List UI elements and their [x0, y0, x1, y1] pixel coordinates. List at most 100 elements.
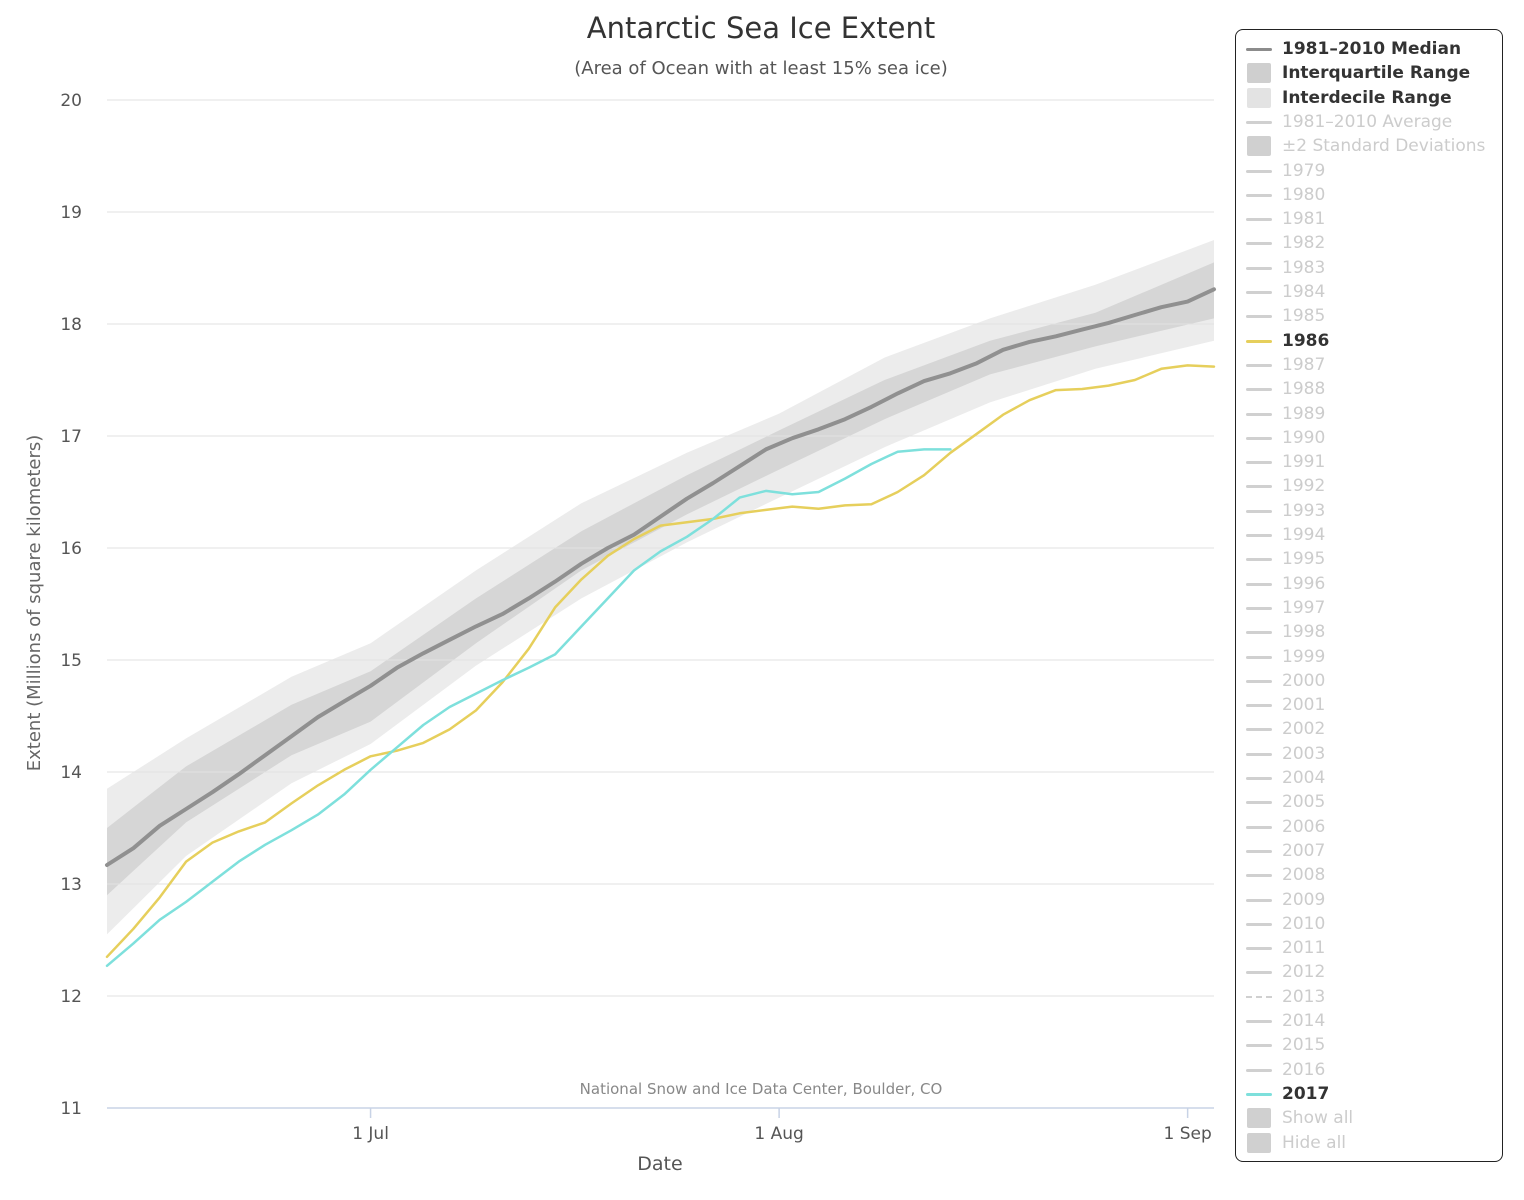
legend-label: 1997 [1282, 597, 1326, 618]
legend-item-1990[interactable]: 1990 [1246, 426, 1325, 450]
legend-label: 1980 [1282, 184, 1326, 205]
legend-label: ±2 Standard Deviations [1282, 136, 1486, 157]
legend-item-1986[interactable]: 1986 [1246, 329, 1329, 353]
legend-label: 2000 [1282, 670, 1326, 691]
legend-item-2014[interactable]: 2014 [1246, 1009, 1325, 1033]
x-axis-title: Date [637, 1153, 682, 1175]
legend-label: Interdecile Range [1282, 87, 1452, 108]
legend-symbol-line-icon [1246, 37, 1272, 61]
legend-item-1992[interactable]: 1992 [1246, 474, 1325, 498]
legend-item-1989[interactable]: 1989 [1246, 402, 1325, 426]
legend-symbol-line-icon [1246, 888, 1272, 912]
series-line-1981-2010-median [105, 287, 1216, 867]
legend-symbol-line-icon [1246, 645, 1272, 669]
legend-item-1998[interactable]: 1998 [1246, 620, 1325, 644]
legend-item-2001[interactable]: 2001 [1246, 693, 1325, 717]
legend-item-2000[interactable]: 2000 [1246, 669, 1325, 693]
legend-item-2006[interactable]: 2006 [1246, 815, 1325, 839]
range-bands [107, 240, 1214, 935]
legend-label: 1993 [1282, 500, 1326, 521]
legend-item-1980[interactable]: 1980 [1246, 183, 1325, 207]
legend-label: 1992 [1282, 476, 1326, 497]
legend-item-2007[interactable]: 2007 [1246, 839, 1325, 863]
y-tick-20: 20 [60, 91, 82, 111]
band-interquartile-range [107, 262, 1214, 896]
legend-symbol-line-icon [1246, 159, 1272, 183]
legend-item-1995[interactable]: 1995 [1246, 547, 1325, 571]
legend-label: 1981 [1282, 209, 1326, 230]
legend-symbol-line-icon [1246, 329, 1272, 353]
legend-label: 2011 [1282, 938, 1326, 959]
legend-symbol-line-icon [1246, 231, 1272, 255]
legend-item-1981[interactable]: 1981 [1246, 207, 1325, 231]
legend-label: 1983 [1282, 257, 1326, 278]
legend-item-1999[interactable]: 1999 [1246, 645, 1325, 669]
legend-item-1979[interactable]: 1979 [1246, 159, 1325, 183]
legend-symbol-rect-icon [1246, 1106, 1272, 1130]
legend-label: 1989 [1282, 403, 1326, 424]
legend-label: 1995 [1282, 549, 1326, 570]
legend-item-1991[interactable]: 1991 [1246, 450, 1325, 474]
legend-item-2004[interactable]: 2004 [1246, 766, 1325, 790]
legend-item-1993[interactable]: 1993 [1246, 499, 1325, 523]
legend-item-interdecile-range[interactable]: Interdecile Range [1246, 86, 1452, 110]
legend-item-2016[interactable]: 2016 [1246, 1058, 1325, 1082]
legend-item-hide-all[interactable]: Hide all [1246, 1131, 1346, 1155]
legend-symbol-line-icon [1246, 499, 1272, 523]
y-tick-18: 18 [60, 315, 82, 335]
y-tick-11: 11 [60, 1099, 82, 1119]
legend-item-2-standard-deviations[interactable]: ±2 Standard Deviations [1246, 134, 1485, 158]
chart-area: Antarctic Sea Ice Extent (Area of Ocean … [24, 11, 1216, 1175]
legend-item-1988[interactable]: 1988 [1246, 377, 1325, 401]
legend-item-2015[interactable]: 2015 [1246, 1033, 1325, 1057]
legend-symbol-line-icon [1246, 912, 1272, 936]
x-tick-1-sep: 1 Sep [1164, 1124, 1212, 1144]
legend-item-2003[interactable]: 2003 [1246, 742, 1325, 766]
legend-item-1996[interactable]: 1996 [1246, 572, 1325, 596]
legend-symbol-line-icon [1246, 256, 1272, 280]
legend-item-1997[interactable]: 1997 [1246, 596, 1325, 620]
legend-symbol-line-icon [1246, 839, 1272, 863]
legend-item-2008[interactable]: 2008 [1246, 863, 1325, 887]
legend-item-2005[interactable]: 2005 [1246, 790, 1325, 814]
legend-symbol-line-icon [1246, 1058, 1272, 1082]
legend-item-2012[interactable]: 2012 [1246, 960, 1325, 984]
legend-label: 1988 [1282, 379, 1326, 400]
legend-item-2009[interactable]: 2009 [1246, 888, 1325, 912]
legend-symbol-line-icon [1246, 377, 1272, 401]
legend-label: 2003 [1282, 743, 1326, 764]
series-line-1986 [105, 364, 1216, 959]
x-axis: 1 Jul 1 Aug 1 Sep [107, 1107, 1214, 1144]
legend-label: 1986 [1282, 330, 1330, 351]
legend-symbol-line-icon [1246, 110, 1272, 134]
legend-item-1987[interactable]: 1987 [1246, 353, 1325, 377]
legend-label: 2005 [1282, 792, 1326, 813]
legend-item-1981-2010-median[interactable]: 1981–2010 Median [1246, 37, 1461, 61]
legend-label: 2009 [1282, 889, 1326, 910]
legend-item-1982[interactable]: 1982 [1246, 231, 1325, 255]
legend-item-1984[interactable]: 1984 [1246, 280, 1325, 304]
band-interdecile-range [107, 240, 1214, 935]
legend-label: 2006 [1282, 816, 1326, 837]
legend-item-2013[interactable]: 2013 [1246, 985, 1325, 1009]
grid-lines [107, 99, 1214, 997]
legend-symbol-line-icon [1246, 669, 1272, 693]
legend-label: 1991 [1282, 452, 1326, 473]
legend-item-show-all[interactable]: Show all [1246, 1106, 1353, 1130]
legend-item-2002[interactable]: 2002 [1246, 717, 1325, 741]
legend-symbol-line-icon [1246, 572, 1272, 596]
y-tick-14: 14 [60, 763, 82, 783]
legend-label: 1984 [1282, 282, 1326, 302]
legend-item-1985[interactable]: 1985 [1246, 304, 1325, 328]
legend-item-interquartile-range[interactable]: Interquartile Range [1246, 61, 1470, 85]
legend-item-1994[interactable]: 1994 [1246, 523, 1325, 547]
legend-item-1981-2010-average[interactable]: 1981–2010 Average [1246, 110, 1452, 134]
legend-item-2011[interactable]: 2011 [1246, 936, 1325, 960]
legend-item-1983[interactable]: 1983 [1246, 256, 1325, 280]
legend-item-2010[interactable]: 2010 [1246, 912, 1325, 936]
legend-symbol-line-icon [1246, 742, 1272, 766]
legend-label: 1996 [1282, 573, 1326, 594]
legend-symbol-line-icon [1246, 1009, 1272, 1033]
legend-item-2017[interactable]: 2017 [1246, 1082, 1329, 1106]
legend-label: 2014 [1282, 1011, 1326, 1031]
